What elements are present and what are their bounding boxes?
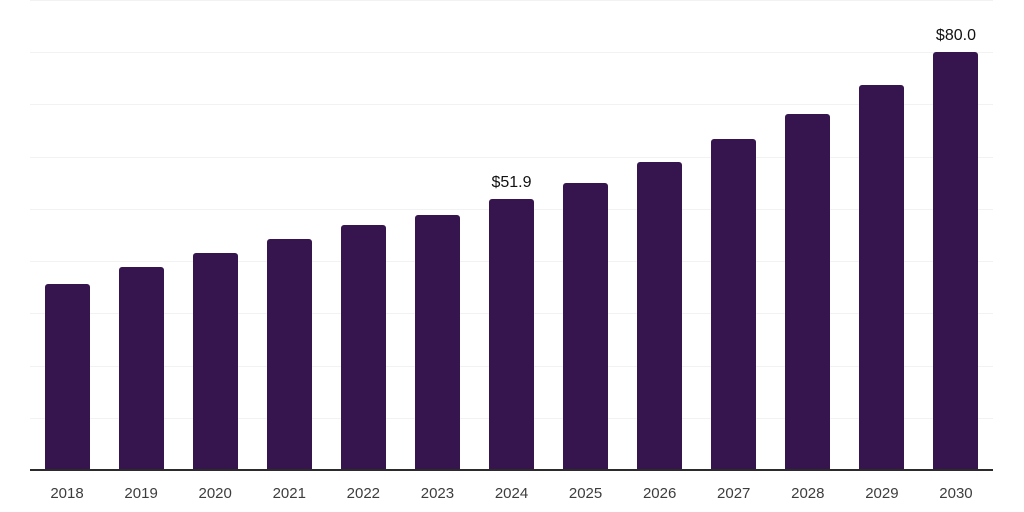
x-tick-label-2027: 2027 [717, 485, 751, 502]
bar-2025[interactable] [563, 182, 609, 470]
x-tick-label-2030: 2030 [939, 485, 973, 502]
x-tick-label-2019: 2019 [124, 485, 158, 502]
x-tick-label-2023: 2023 [420, 485, 455, 502]
gridline [30, 104, 993, 106]
bar-2021[interactable] [266, 239, 312, 470]
data-label-2024: $51.9 [491, 173, 532, 191]
bar-2027[interactable] [711, 138, 757, 470]
bar-2020[interactable] [192, 253, 238, 470]
x-tick-label-2026: 2026 [642, 485, 677, 502]
bar-2028[interactable] [785, 114, 831, 470]
x-tick-label-2025: 2025 [568, 485, 603, 502]
gridline [30, 52, 993, 54]
gridline [30, 0, 993, 1]
bar-2022[interactable] [340, 225, 386, 470]
x-tick-label-2029: 2029 [865, 485, 899, 502]
bar-2029[interactable] [859, 85, 905, 470]
gridline [30, 156, 993, 158]
bar-2026[interactable] [637, 161, 683, 470]
plot-area: $51.9 $80.0 [30, 0, 993, 470]
x-tick-label-2020: 2020 [198, 485, 232, 502]
x-tick-label-2021: 2021 [272, 485, 306, 502]
x-tick-label-2028: 2028 [791, 485, 825, 502]
bar-2019[interactable] [118, 267, 164, 470]
x-axis-tick-labels: 2018 2019 2020 2021 2022 2023 2024 2025 2026 2027… [30, 485, 993, 508]
bar-2023[interactable] [414, 215, 460, 470]
x-tick-label-2024: 2024 [494, 485, 529, 502]
x-tick-label-2022: 2022 [346, 485, 381, 502]
x-tick-label-2018: 2018 [50, 485, 84, 502]
bar-2024[interactable] [489, 198, 534, 470]
data-label-2030: $80.0 [935, 27, 976, 45]
x-axis-line [30, 469, 993, 471]
bar-2018[interactable] [44, 283, 90, 470]
bar-2030[interactable] [933, 52, 979, 470]
